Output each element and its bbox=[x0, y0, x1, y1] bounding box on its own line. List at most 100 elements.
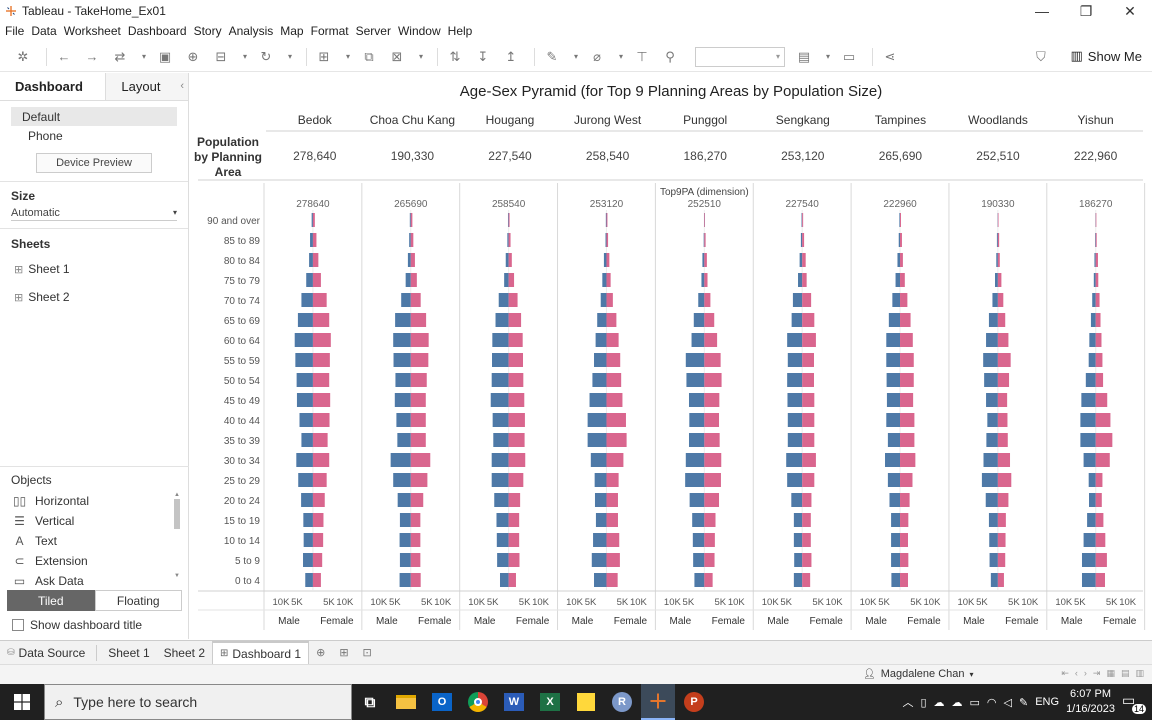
chevron-down-icon[interactable]: ▾ bbox=[418, 52, 423, 61]
undo-icon[interactable]: ← bbox=[57, 49, 71, 64]
highlight-icon[interactable]: ✎ bbox=[546, 48, 558, 64]
wifi-icon[interactable]: ◠ bbox=[986, 696, 997, 709]
object-horizontal[interactable]: ▯▯ Horizontal bbox=[0, 491, 189, 511]
duplicate-sheet-icon[interactable]: ⧉ bbox=[364, 48, 374, 64]
fix-axes-icon[interactable]: ⚲ bbox=[665, 48, 675, 64]
sort-ascending-icon[interactable]: ↧ bbox=[477, 48, 489, 64]
size-dropdown[interactable]: Automatic ▾ bbox=[11, 205, 177, 221]
pause-updates-icon[interactable]: ⊟ bbox=[215, 48, 227, 64]
tiled-button[interactable]: Tiled bbox=[7, 590, 95, 611]
sticky-notes-icon[interactable] bbox=[569, 684, 603, 720]
outlook-icon[interactable]: O bbox=[425, 684, 459, 720]
menu-window[interactable]: Window bbox=[397, 24, 441, 38]
chrome-icon[interactable] bbox=[461, 684, 495, 720]
chevron-down-icon[interactable]: ▾ bbox=[825, 52, 830, 61]
menu-help[interactable]: Help bbox=[447, 24, 473, 38]
file-explorer-icon[interactable] bbox=[389, 684, 423, 720]
refresh-icon[interactable]: ↻ bbox=[260, 48, 272, 64]
new-data-source-icon[interactable]: ⊕ bbox=[187, 48, 199, 64]
last-sheet-icon[interactable]: ⇥ bbox=[1092, 668, 1101, 678]
sheet-sorter-icon[interactable]: ▦ bbox=[1106, 668, 1115, 678]
tab-layout[interactable]: Layout ‹ bbox=[105, 73, 188, 100]
object-vertical[interactable]: ☰ Vertical bbox=[0, 511, 189, 531]
tab-sheet-1[interactable]: Sheet 1 bbox=[108, 645, 150, 660]
tableau-app-icon[interactable] bbox=[641, 684, 675, 720]
menu-data[interactable]: Data bbox=[31, 24, 57, 38]
floating-button[interactable]: Floating bbox=[94, 590, 182, 611]
new-worksheet-icon[interactable]: ⊞ bbox=[318, 48, 330, 64]
object-extension[interactable]: ⊂ Extension bbox=[0, 551, 189, 571]
clock[interactable]: 6:07 PM 1/16/2023 bbox=[1066, 687, 1115, 717]
menu-server[interactable]: Server bbox=[355, 24, 391, 38]
word-icon[interactable]: W bbox=[497, 684, 531, 720]
tab-data-source[interactable]: ⛁ Data Source bbox=[0, 641, 92, 665]
chevron-down-icon[interactable]: ▾ bbox=[242, 52, 247, 61]
menu-map[interactable]: Map bbox=[280, 24, 304, 38]
chevron-down-icon[interactable]: ▾ bbox=[345, 52, 350, 61]
prev-sheet-icon[interactable]: ‹ bbox=[1074, 668, 1078, 678]
first-sheet-icon[interactable]: ⇤ bbox=[1061, 668, 1069, 678]
r-icon[interactable]: R bbox=[605, 684, 639, 720]
new-dashboard-tab-icon[interactable]: ⊞ bbox=[339, 647, 349, 659]
objects-scrollbar[interactable]: ▲ ▼ bbox=[174, 492, 180, 579]
onedrive-icon[interactable]: ☁ bbox=[933, 696, 945, 709]
new-story-tab-icon[interactable]: ⊡ bbox=[362, 647, 372, 659]
save-icon[interactable]: ▣ bbox=[158, 48, 172, 64]
object-text[interactable]: A Text bbox=[0, 531, 189, 551]
tab-dashboard[interactable]: Dashboard bbox=[15, 79, 83, 94]
device-phone[interactable]: Phone bbox=[28, 128, 63, 143]
device-preview-button[interactable]: Device Preview bbox=[36, 153, 152, 173]
tab-sheet-2[interactable]: Sheet 2 bbox=[163, 645, 205, 660]
show-me-button[interactable]: ▥ Show Me bbox=[1071, 48, 1143, 64]
notification-center-icon[interactable]: ▭ 14 bbox=[1122, 692, 1146, 714]
show-hidden-icons-icon[interactable]: ︿ bbox=[902, 697, 914, 709]
share-icon[interactable]: ⋖ bbox=[884, 48, 896, 64]
pen-icon[interactable]: ✎ bbox=[1019, 696, 1029, 709]
menu-analysis[interactable]: Analysis bbox=[228, 24, 274, 38]
replay-icon[interactable]: ⇄ bbox=[114, 48, 126, 64]
fit-dropdown[interactable]: ▾ bbox=[695, 46, 785, 67]
excel-icon[interactable]: X bbox=[533, 684, 567, 720]
clear-sheet-icon[interactable]: ⊠ bbox=[391, 48, 403, 64]
show-title-option[interactable]: Show dashboard title bbox=[12, 618, 142, 632]
menu-dashboard[interactable]: Dashboard bbox=[127, 24, 187, 38]
meet-now-icon[interactable]: ▯ bbox=[920, 696, 927, 709]
device-default[interactable]: Default bbox=[11, 107, 177, 126]
menu-worksheet[interactable]: Worksheet bbox=[63, 24, 121, 38]
collapse-panel-icon[interactable]: ‹ bbox=[180, 80, 184, 92]
minimize-button[interactable]: — bbox=[1035, 3, 1049, 19]
chevron-down-icon[interactable]: ▾ bbox=[573, 52, 578, 61]
swap-rows-columns-icon[interactable]: ⇅ bbox=[449, 48, 461, 64]
show-title-checkbox[interactable] bbox=[12, 619, 24, 631]
task-view-icon[interactable]: ⧉ bbox=[364, 693, 376, 711]
menu-format[interactable]: Format bbox=[310, 24, 349, 38]
menu-file[interactable]: File bbox=[5, 24, 25, 38]
menu-story[interactable]: Story bbox=[193, 24, 222, 38]
chevron-down-icon[interactable]: ▾ bbox=[141, 52, 146, 61]
object-ask-data[interactable]: ▭ Ask Data bbox=[0, 571, 189, 591]
close-button[interactable]: ✕ bbox=[1124, 2, 1136, 19]
chevron-down-icon[interactable]: ▾ bbox=[287, 52, 292, 61]
battery-icon[interactable]: ▭ bbox=[969, 696, 980, 709]
language-indicator[interactable]: ENG bbox=[1035, 696, 1060, 708]
tabs-view-icon[interactable]: ▥ bbox=[1135, 668, 1144, 678]
windows-start-icon[interactable] bbox=[0, 684, 44, 720]
presentation-mode-icon[interactable]: ▭ bbox=[842, 48, 856, 64]
cloud-sync-icon[interactable]: ☁ bbox=[951, 696, 963, 709]
group-icon[interactable]: ⌀ bbox=[593, 48, 601, 64]
show-labels-icon[interactable]: ⊤ bbox=[636, 48, 648, 64]
next-sheet-icon[interactable]: › bbox=[1083, 668, 1087, 678]
taskbar-search[interactable]: ⌕ Type here to search bbox=[44, 684, 352, 720]
tab-dashboard-1[interactable]: ⊞ Dashboard 1 bbox=[212, 640, 310, 665]
format-painter-icon[interactable]: ⛉ bbox=[1036, 49, 1046, 64]
restore-button[interactable]: ❐ bbox=[1079, 2, 1093, 19]
tableau-home-icon[interactable]: ✲ bbox=[17, 48, 29, 64]
speaker-icon[interactable]: ◁ bbox=[1003, 696, 1012, 709]
chevron-down-icon[interactable]: ▾ bbox=[618, 52, 623, 61]
new-worksheet-tab-icon[interactable]: ⊕ bbox=[316, 647, 326, 659]
redo-icon[interactable]: → bbox=[85, 49, 99, 64]
sheet-item-2[interactable]: ⊞ Sheet 2 bbox=[0, 283, 188, 311]
sheet-item-1[interactable]: ⊞ Sheet 1 bbox=[0, 255, 188, 283]
powerpoint-icon[interactable]: P bbox=[677, 684, 711, 720]
filmstrip-icon[interactable]: ▤ bbox=[1120, 668, 1130, 678]
